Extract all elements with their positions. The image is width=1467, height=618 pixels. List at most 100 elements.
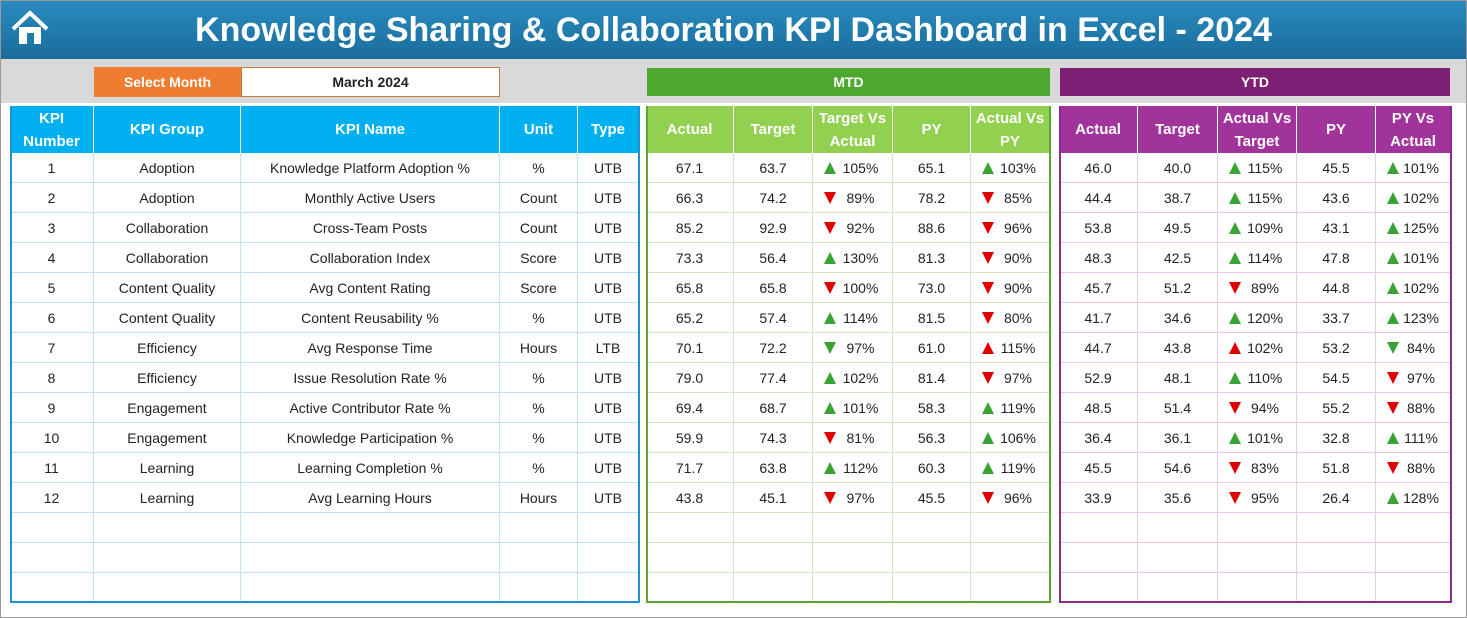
ratio-value: 84% <box>1406 339 1436 356</box>
table-cell: 2 <box>10 183 94 213</box>
ratio-value: 89% <box>1250 279 1280 296</box>
status-arrow <box>982 281 994 294</box>
ratio-value: 115% <box>1000 339 1036 356</box>
ratio-cell: 85% <box>971 183 1050 213</box>
ratio-cell: 89% <box>1218 273 1297 303</box>
empty-cell <box>1376 513 1451 543</box>
table-cell: 66.3 <box>646 183 734 213</box>
ratio-value: 101% <box>1403 249 1439 266</box>
ratio-cell: 97% <box>1376 363 1451 393</box>
table-cell: LTB <box>578 333 639 363</box>
table-cell: Efficiency <box>94 333 241 363</box>
status-arrow <box>982 461 994 474</box>
ratio-cell: 119% <box>971 453 1050 483</box>
table-cell: 54.5 <box>1297 363 1376 393</box>
status-arrow <box>1229 281 1241 294</box>
empty-cell <box>971 543 1050 573</box>
table-cell: Monthly Active Users <box>241 183 500 213</box>
empty-cell <box>1297 543 1376 573</box>
ratio-cell: 114% <box>813 303 893 333</box>
empty-cell <box>646 543 734 573</box>
ratio-value: 90% <box>1003 279 1033 296</box>
ratio-cell: 102% <box>1376 183 1451 213</box>
month-dropdown[interactable]: March 2024 <box>241 67 500 97</box>
table-cell: 51.2 <box>1138 273 1218 303</box>
table-cell: 52.9 <box>1059 363 1138 393</box>
table-cell: 45.5 <box>893 483 971 513</box>
empty-cell <box>500 513 578 543</box>
ratio-value: 101% <box>842 399 879 416</box>
table-cell: 46.0 <box>1059 153 1138 183</box>
empty-cell <box>893 513 971 543</box>
table-cell: 7 <box>10 333 94 363</box>
table-cell: 48.3 <box>1059 243 1138 273</box>
table-cell: 43.6 <box>1297 183 1376 213</box>
empty-cell <box>1059 573 1138 603</box>
empty-cell <box>813 513 893 543</box>
table-cell: % <box>500 423 578 453</box>
table-cell: 56.3 <box>893 423 971 453</box>
empty-cell <box>10 513 94 543</box>
table-cell: Avg Learning Hours <box>241 483 500 513</box>
column-header: PY Vs Actual <box>1376 106 1451 153</box>
ratio-value: 96% <box>1003 219 1033 236</box>
table-cell: Content Reusability % <box>241 303 500 333</box>
column-header: PY <box>1297 106 1376 153</box>
table-cell: Learning <box>94 453 241 483</box>
table-cell: 81.3 <box>893 243 971 273</box>
table-cell: 59.9 <box>646 423 734 453</box>
ratio-value: 89% <box>846 189 875 206</box>
table-cell: 55.2 <box>1297 393 1376 423</box>
column-header: PY <box>893 106 971 153</box>
table-cell: UTB <box>578 213 639 243</box>
table-cell: 56.4 <box>734 243 813 273</box>
table-cell: % <box>500 153 578 183</box>
table-cell: 58.3 <box>893 393 971 423</box>
empty-cell <box>813 573 893 603</box>
ratio-cell: 101% <box>1376 153 1451 183</box>
table-cell: 65.2 <box>646 303 734 333</box>
empty-cell <box>734 543 813 573</box>
table-cell: UTB <box>578 363 639 393</box>
table-cell: Avg Response Time <box>241 333 500 363</box>
empty-cell <box>971 513 1050 543</box>
table-cell: 3 <box>10 213 94 243</box>
table-cell: 73.0 <box>893 273 971 303</box>
table-cell: 34.6 <box>1138 303 1218 333</box>
ratio-cell: 81% <box>813 423 893 453</box>
table-cell: UTB <box>578 303 639 333</box>
column-header: Target <box>1138 106 1218 153</box>
table-cell: 77.4 <box>734 363 813 393</box>
column-header: Actual <box>646 106 734 153</box>
empty-cell <box>241 543 500 573</box>
table-cell: % <box>500 363 578 393</box>
ratio-value: 80% <box>1003 309 1033 326</box>
ratio-cell: 96% <box>971 483 1050 513</box>
ratio-value: 101% <box>1247 429 1283 446</box>
home-icon[interactable] <box>9 9 51 47</box>
ratio-cell: 112% <box>813 453 893 483</box>
empty-cell <box>578 573 639 603</box>
table-cell: 81.5 <box>893 303 971 333</box>
ratio-value: 130% <box>842 249 879 266</box>
table-cell: UTB <box>578 393 639 423</box>
column-header: KPI Group <box>94 106 241 153</box>
ytd-header: YTD <box>1060 68 1450 96</box>
empty-cell <box>241 513 500 543</box>
table-cell: Hours <box>500 483 578 513</box>
table-cell: 63.7 <box>734 153 813 183</box>
table-cell: 51.8 <box>1297 453 1376 483</box>
table-cell: Adoption <box>94 183 241 213</box>
status-arrow <box>1229 431 1241 444</box>
ratio-cell: 115% <box>1218 183 1297 213</box>
ratio-cell: 95% <box>1218 483 1297 513</box>
ratio-value: 81% <box>846 429 875 446</box>
table-cell: 79.0 <box>646 363 734 393</box>
ratio-cell: 100% <box>813 273 893 303</box>
ratio-cell: 101% <box>1376 243 1451 273</box>
status-arrow <box>1229 311 1241 324</box>
status-arrow <box>824 461 836 474</box>
table-cell: Collaboration Index <box>241 243 500 273</box>
status-arrow <box>1387 191 1399 204</box>
table-cell: 67.1 <box>646 153 734 183</box>
